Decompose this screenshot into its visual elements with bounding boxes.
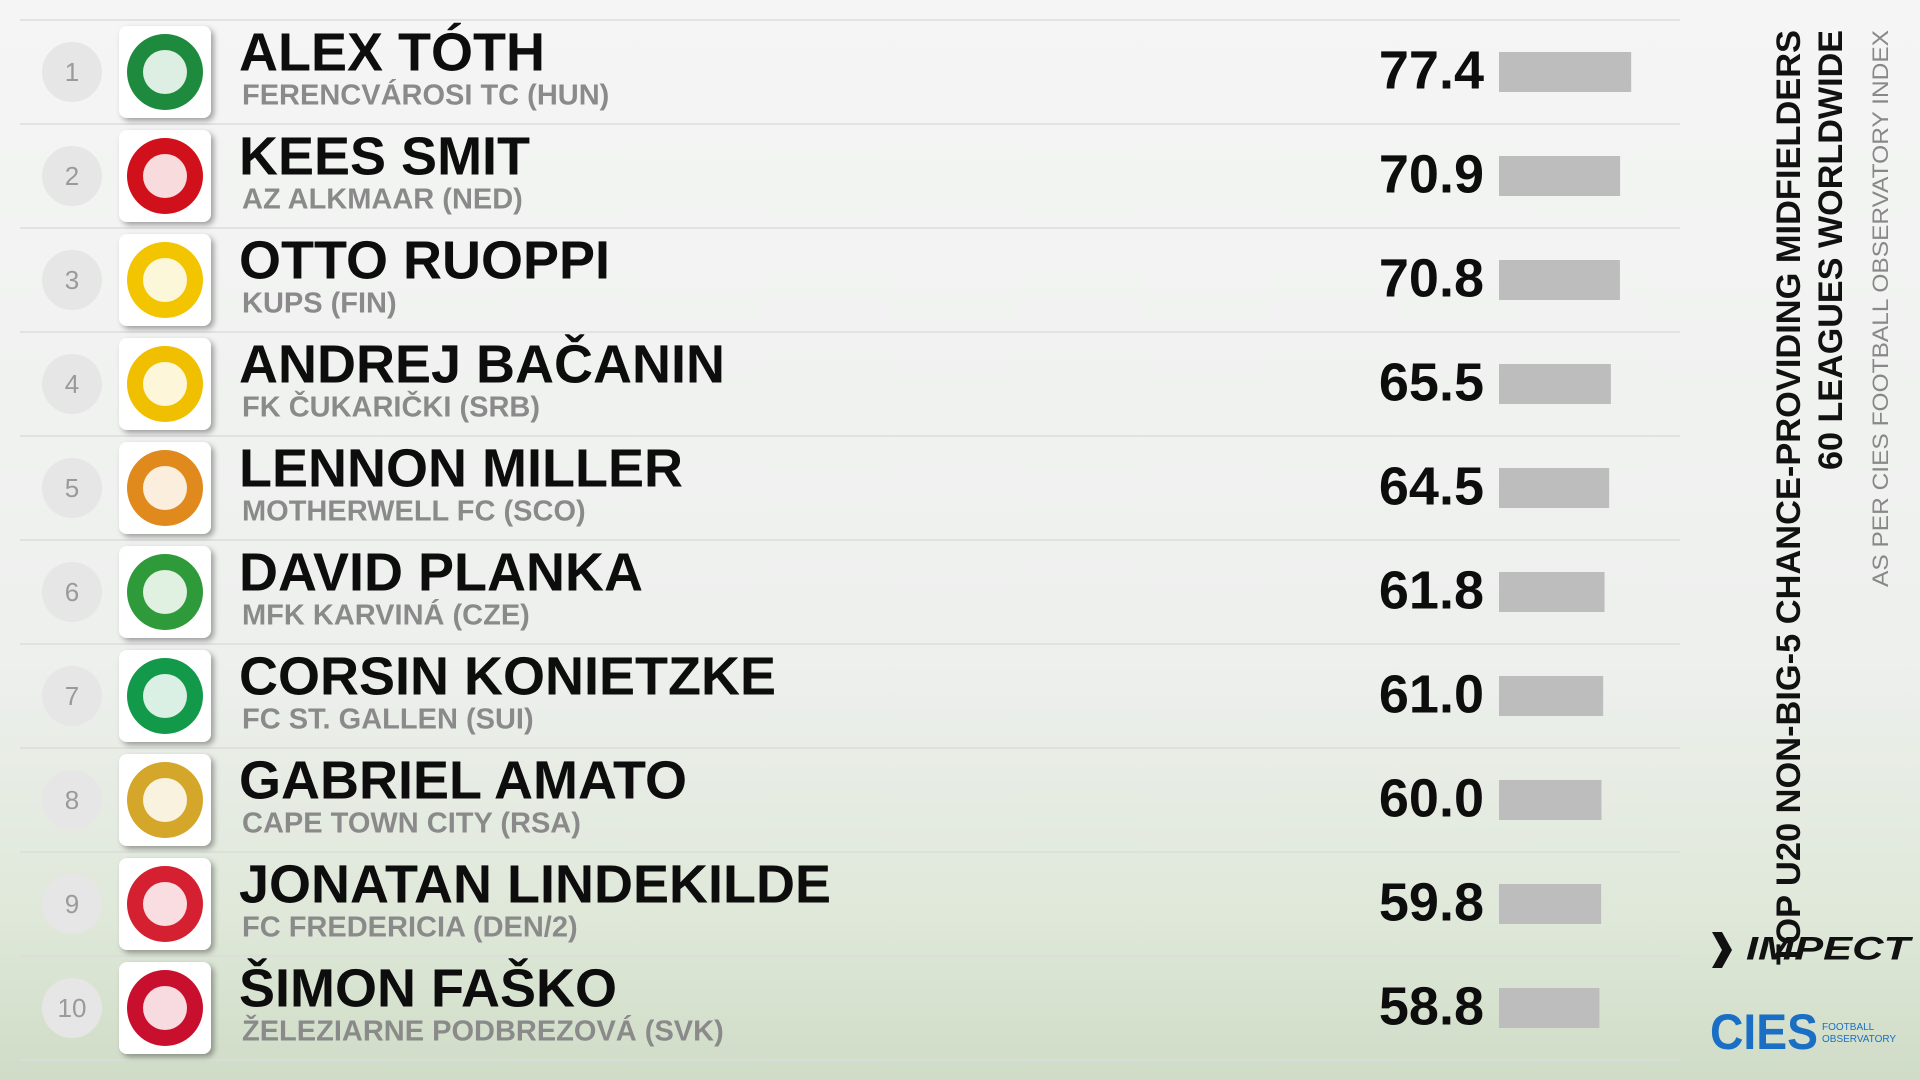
bar (1499, 52, 1632, 92)
rank-badge (42, 562, 102, 622)
player-name: ALEX TÓTH (239, 22, 545, 82)
rank: 9 (65, 889, 79, 919)
value-label: 59.8 (1379, 872, 1484, 932)
bar (1499, 988, 1600, 1028)
bar (1499, 572, 1605, 612)
rank-badge (42, 666, 102, 726)
rank: 2 (65, 161, 79, 191)
club-name: FERENCVÁROSI TC (HUN) (242, 78, 609, 112)
bar (1499, 884, 1602, 924)
rank-badge (42, 978, 102, 1038)
bar (1499, 780, 1602, 820)
bar (1499, 156, 1621, 196)
bar (1499, 468, 1610, 508)
rank-badge (42, 42, 102, 102)
rank: 1 (65, 57, 79, 87)
value-label: 77.4 (1379, 40, 1484, 100)
club-logo-inner (143, 466, 187, 510)
rank: 7 (65, 681, 79, 711)
cies-sub-box: FOOTBALL OBSERVATORY (1822, 1022, 1897, 1045)
club-name: MOTHERWELL FC (SCO) (242, 496, 586, 528)
source: AS PER CIES FOOTBALL OBSERVATORY INDEX (1868, 30, 1893, 587)
player-name: ŠIMON FAŠKO (239, 957, 617, 1018)
bar (1499, 676, 1604, 716)
value-label: 60.0 (1379, 768, 1484, 828)
rank-badge (42, 770, 102, 830)
rank: 3 (65, 265, 79, 295)
value-label: 70.9 (1379, 144, 1484, 204)
player-name: ANDREJ BAČANIN (239, 333, 725, 394)
value-label: 61.0 (1379, 664, 1484, 724)
rank: 10 (58, 993, 87, 1023)
cies-logo: CIES (1710, 1004, 1818, 1060)
rank-badge (42, 354, 102, 414)
rank-badge (42, 146, 102, 206)
club-logo-inner (143, 986, 187, 1030)
value-label: 58.8 (1379, 976, 1484, 1036)
club-name: ŽELEZIARNE PODBREZOVÁ (SVK) (242, 1014, 724, 1048)
cies-sub: FOOTBALL OBSERVATORY (1822, 1022, 1897, 1045)
bar (1499, 364, 1611, 404)
rank: 5 (65, 473, 79, 503)
club-logo-inner (143, 154, 187, 198)
player-name: LENNON MILLER (239, 438, 683, 498)
subtitle: 60 LEAGUES WORLDWIDE (1812, 30, 1850, 470)
player-name: OTTO RUOPPI (239, 230, 610, 290)
club-logo-inner (143, 258, 187, 302)
value-label: 65.5 (1379, 352, 1484, 412)
club-name: FC FREDERICIA (DEN/2) (242, 912, 578, 944)
club-logo-inner (143, 362, 187, 406)
impect-logo: IMPECT (1746, 930, 1913, 966)
club-name: AZ ALKMAAR (NED) (242, 184, 523, 216)
rank: 4 (65, 369, 79, 399)
club-logo-inner (143, 50, 187, 94)
club-logo-inner (143, 674, 187, 718)
rank-badge (42, 250, 102, 310)
value-label: 70.8 (1379, 248, 1484, 308)
rank: 8 (65, 785, 79, 815)
rank-badge (42, 874, 102, 934)
player-name: JONATAN LINDEKILDE (239, 854, 831, 914)
rank-badge (42, 458, 102, 518)
club-logo-inner (143, 570, 187, 614)
player-name: DAVID PLANKA (239, 542, 643, 602)
rank: 6 (65, 577, 79, 607)
bar (1499, 260, 1620, 300)
club-name: FC ST. GALLEN (SUI) (242, 704, 534, 736)
club-logo-inner (143, 778, 187, 822)
club-name: FK ČUKARIČKI (SRB) (242, 390, 540, 424)
player-name: GABRIEL AMATO (239, 750, 687, 810)
player-name: CORSIN KONIETZKE (239, 646, 776, 706)
player-name: KEES SMIT (239, 126, 530, 186)
club-name: KUPS (FIN) (242, 288, 397, 320)
club-name: MFK KARVINÁ (CZE) (242, 598, 530, 632)
club-name: CAPE TOWN CITY (RSA) (242, 808, 581, 840)
value-label: 64.5 (1379, 456, 1484, 516)
value-label: 61.8 (1379, 560, 1484, 620)
title: TOP U20 NON-BIG-5 CHANCE-PROVIDING MIDFI… (1770, 30, 1808, 965)
club-logo-inner (143, 882, 187, 926)
impect-mark (1712, 932, 1732, 968)
